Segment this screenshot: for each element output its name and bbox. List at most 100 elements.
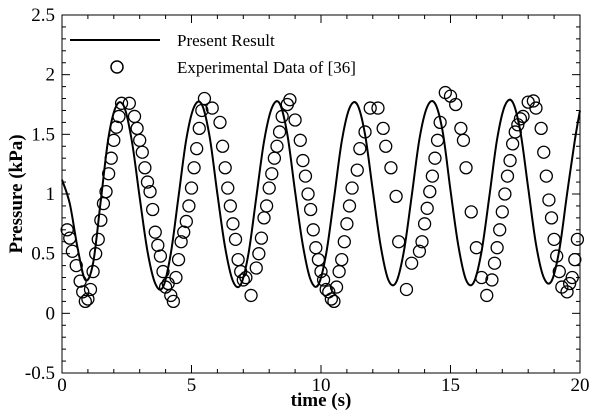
experimental-data-point (215, 139, 230, 153)
experimental-data-point (516, 109, 530, 124)
experimental-data-point (495, 205, 509, 219)
experimental-data-point (164, 288, 178, 303)
experimental-data-point (153, 249, 168, 263)
experimental-data-point (399, 282, 414, 297)
experimental-data-point (547, 232, 561, 246)
experimental-data-point (205, 101, 219, 115)
experimental-data-point (272, 125, 287, 139)
experimental-data-point (228, 232, 243, 246)
experimental-data-point (456, 133, 471, 147)
experimental-data-point (306, 223, 320, 237)
experimental-data-point (493, 223, 507, 237)
experimental-data-point (76, 285, 90, 299)
experimental-data-point (485, 273, 499, 287)
experimental-data-point (298, 169, 313, 183)
experimental-data-point (469, 241, 484, 255)
experimental-data-point (270, 139, 284, 153)
experimental-data-point (526, 94, 541, 108)
experimental-data-point (329, 280, 344, 294)
experimental-data-point (184, 181, 199, 195)
series-present-result (61, 98, 581, 291)
experimental-data-point (358, 125, 372, 139)
experimental-data-point (223, 199, 238, 213)
series-experimental-data (60, 85, 585, 309)
experimental-data-point (259, 199, 274, 213)
experimental-data-point (379, 139, 393, 153)
experimental-data-point (316, 273, 331, 287)
experimental-data-point (433, 115, 447, 130)
experimental-data-point (568, 252, 582, 267)
experimental-data-point (91, 232, 105, 246)
experimental-data-point (415, 235, 429, 249)
experimental-data-point (156, 264, 170, 279)
experimental-data-point (249, 261, 263, 275)
experimental-data-point (544, 211, 559, 225)
y-axis-label: Pressure (kPa) (6, 134, 27, 253)
experimental-data-point (562, 276, 577, 291)
experimental-data-point (83, 282, 98, 297)
experimental-data-point (342, 199, 357, 213)
experimental-data-point (218, 161, 232, 175)
experimental-data-point (140, 175, 155, 189)
experimental-data-point (104, 151, 118, 165)
experimental-data-point (301, 187, 315, 201)
experimental-data-point (221, 181, 235, 195)
experimental-data-point (112, 109, 126, 124)
experimental-data-point (179, 214, 193, 229)
experimental-data-point (389, 189, 403, 204)
experimental-data-point (459, 161, 473, 175)
plot-area-frame (61, 14, 581, 374)
experimental-data-point (63, 231, 77, 245)
experimental-data-point (423, 184, 437, 199)
experimental-data-point (99, 184, 113, 199)
experimental-data-point (65, 244, 80, 258)
experimental-data-point (197, 91, 212, 106)
legend-entry-present-result: Present Result (177, 31, 275, 50)
experimental-data-point (425, 169, 440, 183)
x-tick-label: 20 (571, 375, 590, 396)
experimental-data-point (542, 193, 556, 207)
experimental-data-point (550, 249, 564, 263)
experimental-data-point (114, 96, 129, 110)
y-tick-label: 1 (46, 184, 56, 205)
experimental-data-point (337, 235, 351, 249)
y-tick-label: -0.5 (25, 363, 55, 384)
experimental-data-point (288, 113, 302, 127)
experimental-data-point (490, 241, 504, 255)
experimental-data-point (244, 288, 258, 303)
experimental-data-point (81, 292, 95, 306)
x-tick-label: 10 (312, 375, 331, 396)
experimental-data-point (293, 133, 307, 147)
experimental-data-point (101, 167, 116, 181)
experimental-data-point (345, 181, 359, 195)
experimental-data-point (555, 280, 569, 294)
experimental-data-point (182, 199, 196, 213)
experimental-data-point (335, 252, 349, 267)
experimental-data-point (565, 270, 579, 285)
y-tick-label: 2.5 (31, 5, 55, 26)
experimental-data-point (464, 205, 478, 219)
experimental-data-point (107, 133, 121, 147)
experimental-data-point (428, 151, 442, 165)
experimental-data-point (474, 270, 489, 285)
experimental-data-point (145, 202, 160, 217)
experimental-data-point (171, 252, 186, 267)
experimental-data-point (252, 247, 266, 261)
x-tick-label: 15 (441, 375, 460, 396)
experimental-data-point (503, 153, 517, 168)
experimental-data-point (283, 93, 297, 107)
experimental-data-point (327, 294, 341, 309)
experimental-data-point (480, 288, 494, 303)
experimental-data-point (296, 153, 310, 168)
experimental-data-point (190, 142, 204, 156)
experimental-data-point (262, 181, 276, 195)
legend-circle-swatch (110, 60, 124, 74)
experimental-data-point (371, 101, 385, 115)
experimental-data-point (537, 145, 551, 159)
experimental-data-point (324, 292, 339, 306)
experimental-data-point (254, 231, 269, 245)
experimental-data-point (412, 244, 427, 258)
experimental-data-point (192, 121, 206, 136)
experimental-data-point (513, 112, 528, 126)
